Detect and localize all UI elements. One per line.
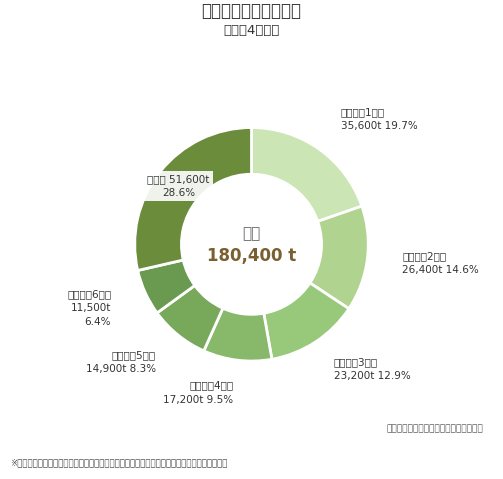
Wedge shape	[310, 206, 368, 308]
Text: その他 51,600t
28.6%: その他 51,600t 28.6%	[147, 174, 210, 198]
Text: 全国: 全国	[242, 226, 261, 241]
Text: 長崎県（2位）
26,400t 14.6%: 長崎県（2位） 26,400t 14.6%	[402, 251, 479, 275]
Text: （令和4年産）: （令和4年産）	[223, 24, 280, 37]
Wedge shape	[252, 127, 362, 221]
Text: 180,400 t: 180,400 t	[207, 247, 296, 265]
Text: 香川県（6位）
11,500t
6.4%: 香川県（6位） 11,500t 6.4%	[67, 289, 111, 327]
Text: 熊本県（5位）
14,900t 8.3%: 熊本県（5位） 14,900t 8.3%	[86, 350, 156, 374]
Text: 資料：農林水産省「野菜生産出荷統計」: 資料：農林水産省「野菜生産出荷統計」	[386, 424, 483, 433]
Circle shape	[182, 174, 321, 314]
Wedge shape	[264, 283, 349, 359]
Text: ＜冬レタスの収穫量＞: ＜冬レタスの収穫量＞	[202, 2, 301, 21]
Text: 静岡県（3位）
23,200t 12.9%: 静岡県（3位） 23,200t 12.9%	[333, 357, 410, 381]
Wedge shape	[138, 260, 195, 313]
Wedge shape	[135, 127, 252, 271]
Wedge shape	[157, 285, 223, 351]
Text: ※データは単位未満で四捨五入しているため、合計と内訳の計が一致しない場合があります。: ※データは単位未満で四捨五入しているため、合計と内訳の計が一致しない場合がありま…	[10, 458, 227, 467]
Text: 茨城県（1位）
35,600t 19.7%: 茨城県（1位） 35,600t 19.7%	[341, 107, 417, 131]
Wedge shape	[204, 308, 272, 361]
Text: 兵庫県（4位）
17,200t 9.5%: 兵庫県（4位） 17,200t 9.5%	[163, 381, 233, 405]
